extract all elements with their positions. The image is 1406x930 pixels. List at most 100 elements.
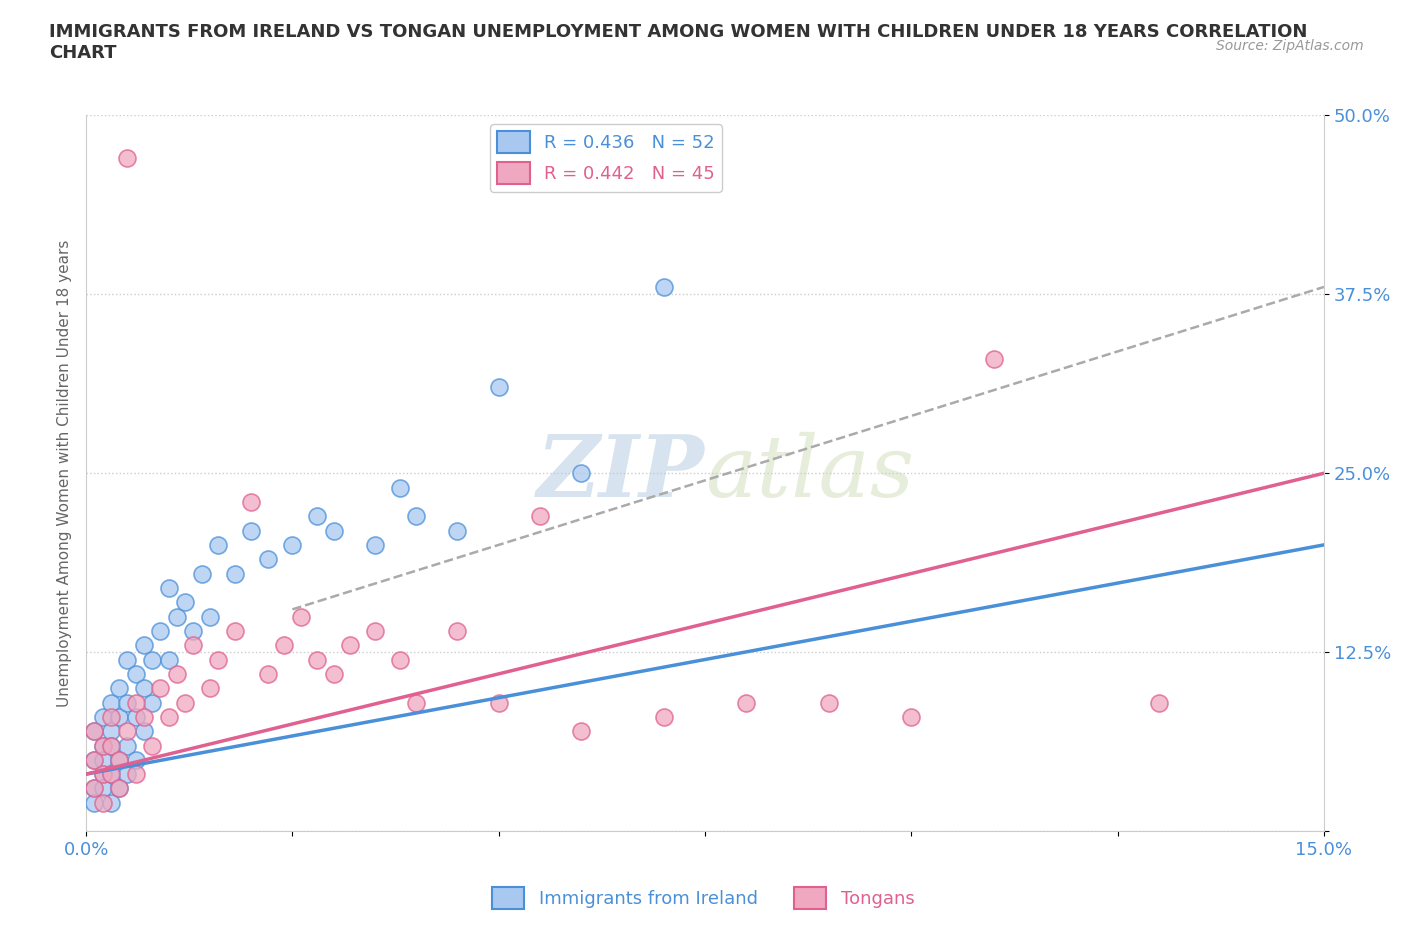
Point [117, 724, 139, 738]
Point [83, 724, 105, 738]
Point [100, 766, 122, 781]
Point [529, 509, 551, 524]
Text: ZIP: ZIP [537, 432, 704, 515]
Point [256, 551, 278, 566]
Point [132, 710, 155, 724]
Point [569, 724, 592, 738]
Point [157, 710, 180, 724]
Point [900, 710, 922, 724]
Legend: Immigrants from Ireland, Tongans: Immigrants from Ireland, Tongans [485, 880, 921, 916]
Point [405, 695, 427, 710]
Point [388, 480, 411, 495]
Legend: R = 0.436   N = 52, R = 0.442   N = 45: R = 0.436 N = 52, R = 0.442 N = 45 [489, 124, 723, 192]
Point [132, 724, 155, 738]
Point [569, 466, 592, 481]
Point [141, 738, 163, 753]
Point [224, 623, 246, 638]
Point [83, 781, 105, 796]
Point [207, 652, 229, 667]
Point [405, 509, 427, 524]
Point [100, 724, 122, 738]
Point [100, 738, 122, 753]
Point [322, 523, 344, 538]
Point [190, 566, 212, 581]
Point [735, 695, 758, 710]
Point [124, 667, 146, 682]
Point [91, 752, 114, 767]
Point [91, 710, 114, 724]
Point [446, 623, 468, 638]
Point [100, 766, 122, 781]
Point [174, 695, 197, 710]
Point [307, 652, 329, 667]
Point [488, 379, 510, 394]
Point [488, 695, 510, 710]
Point [132, 638, 155, 653]
Point [652, 710, 675, 724]
Point [83, 724, 105, 738]
Point [83, 781, 105, 796]
Point [83, 795, 105, 810]
Point [117, 766, 139, 781]
Point [273, 638, 295, 653]
Point [307, 509, 329, 524]
Point [364, 623, 387, 638]
Point [124, 695, 146, 710]
Point [817, 695, 839, 710]
Point [91, 766, 114, 781]
Point [100, 710, 122, 724]
Point [83, 752, 105, 767]
Point [108, 781, 131, 796]
Point [117, 738, 139, 753]
Point [117, 652, 139, 667]
Point [91, 781, 114, 796]
Point [108, 710, 131, 724]
Point [108, 781, 131, 796]
Point [124, 710, 146, 724]
Point [157, 580, 180, 595]
Point [100, 795, 122, 810]
Point [149, 681, 172, 696]
Point [108, 681, 131, 696]
Point [100, 738, 122, 753]
Point [174, 595, 197, 610]
Point [183, 623, 205, 638]
Point [149, 623, 172, 638]
Point [166, 667, 188, 682]
Point [91, 766, 114, 781]
Point [166, 609, 188, 624]
Point [388, 652, 411, 667]
Point [198, 681, 221, 696]
Point [1147, 695, 1170, 710]
Text: IMMIGRANTS FROM IRELAND VS TONGAN UNEMPLOYMENT AMONG WOMEN WITH CHILDREN UNDER 1: IMMIGRANTS FROM IRELAND VS TONGAN UNEMPL… [49, 23, 1308, 62]
Point [183, 638, 205, 653]
Point [100, 695, 122, 710]
Point [240, 495, 263, 510]
Point [652, 280, 675, 295]
Point [91, 795, 114, 810]
Point [117, 151, 139, 166]
Point [91, 738, 114, 753]
Point [207, 538, 229, 552]
Point [281, 538, 304, 552]
Point [322, 667, 344, 682]
Point [157, 652, 180, 667]
Point [124, 766, 146, 781]
Point [91, 738, 114, 753]
Point [198, 609, 221, 624]
Y-axis label: Unemployment Among Women with Children Under 18 years: Unemployment Among Women with Children U… [58, 240, 72, 707]
Point [224, 566, 246, 581]
Point [141, 695, 163, 710]
Point [83, 752, 105, 767]
Point [446, 523, 468, 538]
Point [117, 695, 139, 710]
Point [240, 523, 263, 538]
Point [339, 638, 361, 653]
Point [108, 752, 131, 767]
Point [364, 538, 387, 552]
Point [132, 681, 155, 696]
Point [108, 752, 131, 767]
Text: atlas: atlas [704, 432, 914, 514]
Point [983, 352, 1005, 366]
Point [290, 609, 312, 624]
